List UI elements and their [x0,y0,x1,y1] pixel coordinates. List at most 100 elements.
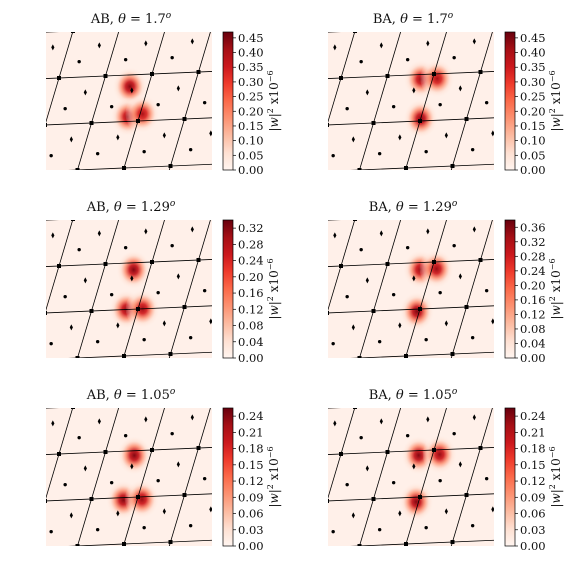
site-dot [331,341,335,346]
lattice-vertex-marker [25,31,29,35]
site-diamond [23,326,26,332]
lattice-vertex-marker [150,260,154,264]
lattice-vertex-marker [367,358,371,362]
colorbar-tick-label: 0.24 [520,264,546,278]
site-dot [545,428,548,431]
heatmap-panel: BA, θ = 1.7o0.000.050.100.150.200.250.30… [328,11,569,202]
site-diamond [394,183,397,189]
lattice-vertex-marker [404,354,408,358]
lattice-vertex-marker [150,72,154,76]
panel-title-theta: θ [118,12,126,27]
site-diamond [338,559,341,565]
site-dot [484,100,489,105]
lattice-vertex-marker [257,397,261,401]
panel-title-value: = 1.05 [122,388,170,403]
colorbar-label-sup: 2 [548,484,557,489]
site-diamond [487,179,490,185]
site-diamond [176,461,180,468]
colorbar: 0.000.040.080.120.160.200.240.280.320.36… [504,219,563,365]
lattice-vertex-marker [353,32,357,33]
site-diamond [69,324,73,331]
colorbar-tick-label: 0.32 [520,235,546,249]
site-diamond [351,512,355,519]
lattice-vertex-marker [400,403,404,407]
lattice-vertex-marker [271,350,275,354]
lattice-column-line [0,317,8,581]
lattice-vertex-marker [182,117,187,121]
colorbar-label-sup: 2 [548,296,557,301]
site-dot [3,344,6,347]
lattice-vertex-marker [371,121,376,125]
lattice-vertex-marker [271,162,275,166]
site-diamond [97,230,101,237]
site-diamond [566,34,569,40]
site-diamond [477,365,480,371]
lattice-vertex-marker [297,405,301,409]
site-diamond [298,363,301,369]
site-dot [317,577,320,580]
site-diamond [144,228,148,235]
site-dot [63,294,67,299]
site-diamond [219,132,222,138]
site-dot [503,381,506,384]
site-dot [564,332,567,335]
panel-title-value: = 1.29 [404,200,452,215]
site-dot [457,383,460,386]
lattice-vertex-marker [357,356,362,358]
site-diamond [501,320,504,326]
site-dot [573,146,576,149]
colorbar-tick-label: 0.24 [520,409,546,423]
colorbar-label-exp: −6 [266,446,275,458]
lattice-vertex-marker [89,121,94,125]
site-diamond [149,367,152,373]
lattice-vertex-marker [57,264,61,268]
lattice-vertex-marker [103,450,108,454]
site-diamond [491,130,494,137]
site-diamond [97,418,101,425]
site-dot [364,199,367,202]
density-peak [420,59,455,98]
site-dot [217,54,220,57]
site-dot [63,106,67,111]
site-diamond [97,42,101,49]
lattice-vertex-marker [478,446,483,450]
colorbar-tick-label: 0.40 [238,46,264,60]
colorbar-tick-label: 0.08 [238,319,264,333]
lattice-vertex-marker [29,358,33,362]
lattice-vertex-marker [248,395,252,399]
lattice-vertex-marker [46,499,47,503]
site-diamond [9,185,12,191]
site-diamond [144,40,148,47]
colorbar-tick-label: 0.03 [238,523,264,537]
lattice-vertex-marker [483,397,487,401]
plot-background [328,220,494,358]
site-diamond [566,410,569,416]
colorbar-tick-label: 0.25 [238,90,264,104]
site-diamond [158,369,161,375]
site-dot [263,240,266,243]
colorbar-tick-label: 0.21 [520,425,546,439]
site-dot [175,195,178,198]
site-dot [170,431,174,436]
site-dot [35,201,38,204]
colorbar-label-sup: 2 [548,108,557,113]
site-dot [231,195,234,198]
colorbar-tick-label: 0.03 [520,523,546,537]
colorbar-tick-label: 0.16 [238,286,264,300]
site-dot [313,250,316,253]
colorbar-label: |w|2 x10−6 [548,70,563,131]
lattice-vertex-marker [71,408,75,409]
colorbar-label-exp: −6 [266,70,275,82]
site-dot [221,193,224,196]
site-dot [77,59,81,64]
colorbar-label: |w|2 x10−6 [266,258,281,319]
lattice-vertex-marker [432,260,436,264]
site-diamond [570,549,573,555]
lattice-vertex-marker [371,309,376,313]
density-peak [125,94,160,133]
lattice-vertex-marker [201,397,205,401]
lattice-vertex-marker [122,166,126,170]
site-dot [324,379,327,382]
plot-area [317,320,573,580]
lattice-vertex-marker [25,407,29,411]
